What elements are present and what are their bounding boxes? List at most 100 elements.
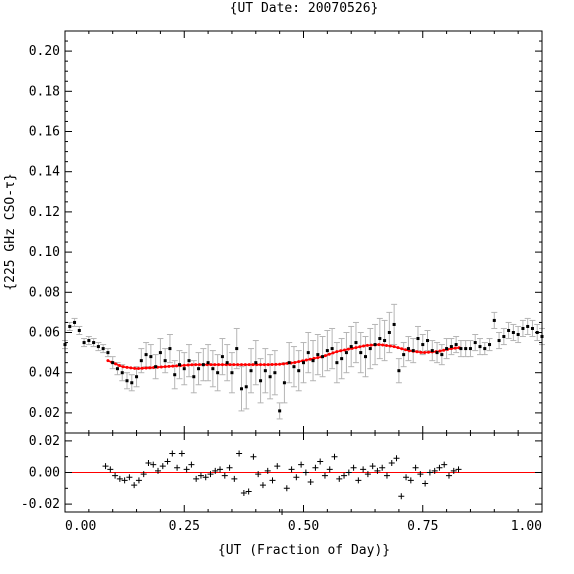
data-point bbox=[335, 361, 339, 365]
data-point bbox=[364, 355, 368, 359]
residual-point bbox=[231, 475, 238, 482]
y-tick-label: 0.06 bbox=[29, 326, 60, 341]
data-point bbox=[473, 341, 477, 345]
fit-curve-dot bbox=[209, 363, 213, 367]
data-point bbox=[416, 337, 420, 341]
fit-curve-dot bbox=[117, 363, 121, 367]
fit-curve-dot bbox=[171, 364, 175, 368]
residual-point bbox=[131, 482, 138, 489]
residual-point bbox=[293, 474, 300, 481]
data-point bbox=[235, 347, 239, 351]
fit-curve-dot bbox=[453, 346, 457, 350]
data-point bbox=[502, 335, 506, 339]
fit-curve-dot bbox=[426, 350, 430, 354]
y-tick-label: 0.04 bbox=[29, 366, 60, 381]
data-point bbox=[440, 353, 444, 357]
residual-point bbox=[450, 467, 457, 474]
data-point bbox=[530, 326, 534, 330]
fit-curve-dot bbox=[423, 350, 427, 354]
residual-point bbox=[364, 471, 371, 478]
residual-point bbox=[417, 471, 424, 478]
residual-point bbox=[202, 474, 209, 481]
data-point bbox=[87, 339, 91, 343]
data-point bbox=[397, 369, 401, 373]
residual-point bbox=[326, 466, 333, 473]
fit-curve-dot bbox=[167, 364, 171, 368]
data-point bbox=[378, 337, 382, 341]
data-point bbox=[259, 379, 263, 383]
residual-point bbox=[169, 450, 176, 457]
data-point bbox=[349, 345, 353, 349]
data-point bbox=[426, 339, 430, 343]
fit-curve-dot bbox=[129, 366, 133, 370]
data-point bbox=[278, 409, 282, 413]
fit-curve-dot bbox=[388, 344, 392, 348]
fit-curve-dot bbox=[140, 366, 144, 370]
data-point bbox=[464, 347, 468, 351]
fit-curve-dot bbox=[278, 362, 282, 366]
residual-point bbox=[341, 472, 348, 479]
fit-curve-dot bbox=[182, 363, 186, 367]
data-point bbox=[387, 331, 391, 334]
residual-axis-ticks: -0.02 0.00 0.02 0.00 0.25 0.50 0.75 1.00 bbox=[21, 433, 543, 534]
data-point bbox=[92, 341, 96, 345]
residuals-panel: -0.02 0.00 0.02 0.00 0.25 0.50 0.75 1.00 bbox=[21, 432, 543, 534]
residual-point bbox=[355, 477, 362, 484]
fit-curve-dot bbox=[308, 357, 312, 361]
data-point bbox=[206, 361, 210, 365]
residual-point bbox=[221, 472, 228, 479]
data-point bbox=[77, 328, 81, 332]
residual-point bbox=[407, 477, 414, 484]
fit-curve-dot bbox=[217, 363, 221, 367]
fit-curve-dot bbox=[354, 346, 358, 350]
residual-point bbox=[121, 477, 128, 484]
x-axis-title: {UT (Fraction of Day)} bbox=[218, 543, 390, 558]
residual-point bbox=[302, 469, 309, 476]
y-tick-label: 0.02 bbox=[29, 434, 60, 449]
data-point bbox=[187, 359, 191, 363]
residual-point bbox=[383, 472, 390, 479]
residual-plot-frame bbox=[64, 432, 543, 513]
residual-point bbox=[379, 464, 386, 471]
residual-point bbox=[212, 467, 219, 474]
residual-point bbox=[345, 469, 352, 476]
residual-point bbox=[398, 493, 405, 500]
data-point bbox=[468, 347, 472, 351]
data-point bbox=[483, 347, 487, 351]
fit-curve-dot bbox=[148, 366, 152, 370]
residual-point bbox=[107, 466, 114, 473]
residual-point bbox=[135, 477, 142, 484]
fit-curve-dot bbox=[163, 365, 167, 369]
residual-point bbox=[155, 467, 162, 474]
residual-point bbox=[236, 450, 243, 457]
data-point bbox=[344, 351, 348, 355]
data-point bbox=[488, 343, 492, 347]
fit-curve-dot bbox=[415, 350, 419, 354]
data-point bbox=[273, 371, 277, 375]
data-point bbox=[254, 361, 258, 365]
fit-curve-dot bbox=[213, 363, 217, 367]
data-point bbox=[497, 339, 501, 343]
fit-curve-dot bbox=[346, 347, 350, 351]
data-point bbox=[430, 349, 434, 353]
data-point bbox=[73, 320, 77, 324]
data-point bbox=[211, 367, 215, 371]
residual-points-layer bbox=[102, 450, 462, 515]
data-point bbox=[115, 367, 119, 371]
fit-curve-dot bbox=[442, 348, 446, 352]
x-tick-label: 0.25 bbox=[169, 519, 200, 534]
fit-curve-dot bbox=[220, 363, 224, 367]
data-point bbox=[297, 369, 301, 373]
data-point bbox=[330, 347, 334, 351]
data-point bbox=[244, 385, 248, 389]
data-point bbox=[521, 326, 525, 330]
data-point bbox=[158, 351, 162, 355]
residual-point bbox=[193, 475, 200, 482]
residual-point bbox=[174, 464, 181, 471]
x-tick-label: 0.75 bbox=[407, 519, 438, 534]
data-point bbox=[168, 347, 172, 351]
fit-curve-dot bbox=[259, 363, 263, 367]
residual-point bbox=[422, 480, 429, 487]
residual-point bbox=[197, 472, 204, 479]
